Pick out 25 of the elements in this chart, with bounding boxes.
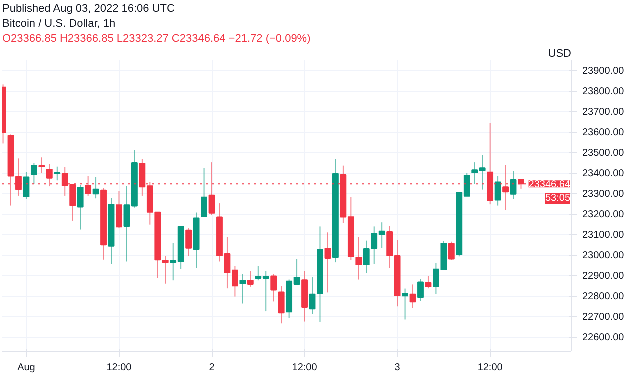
y-tick-label: 23500.00 (582, 148, 625, 160)
x-tick-label: 2 (209, 362, 216, 374)
y-tick-label: 22700.00 (582, 312, 625, 324)
y-tick-label: 22600.00 (582, 332, 625, 344)
y-tick-label: 23300.00 (582, 189, 625, 200)
y-axis-title: USD (548, 48, 572, 60)
y-tick-label: 23400.00 (582, 168, 625, 180)
y-tick-label: 23200.00 (582, 210, 625, 221)
x-tick-label: 12:00 (478, 362, 504, 374)
y-tick-label: 23000.00 (582, 250, 625, 262)
text: Published Aug 03, 2022 16:06 UTC (2, 3, 176, 15)
y-tick-label: 23700.00 (582, 107, 625, 118)
x-tick-label: 12:00 (106, 362, 132, 374)
x-tick-label: 3 (394, 362, 401, 374)
y-tick-label: 22900.00 (582, 271, 625, 282)
text: O23366.85 H23366.85 L23323.27 C23346.64 −21.72 (−0.09%) (2, 33, 311, 45)
y-tick-label: 23800.00 (582, 86, 625, 98)
y-tick-label: 23100.00 (582, 230, 625, 242)
y-tick-label: 23600.00 (582, 128, 625, 139)
chart-title: Bitcoin / U.S. Dollar, 1h (2, 18, 116, 30)
annotation: 53:05 (545, 193, 571, 204)
x-tick-label: Aug (18, 362, 36, 374)
y-tick-label: 22800.00 (582, 292, 625, 303)
x-tick-label: 12:00 (292, 362, 318, 374)
y-tick-label: 23900.00 (582, 66, 625, 78)
